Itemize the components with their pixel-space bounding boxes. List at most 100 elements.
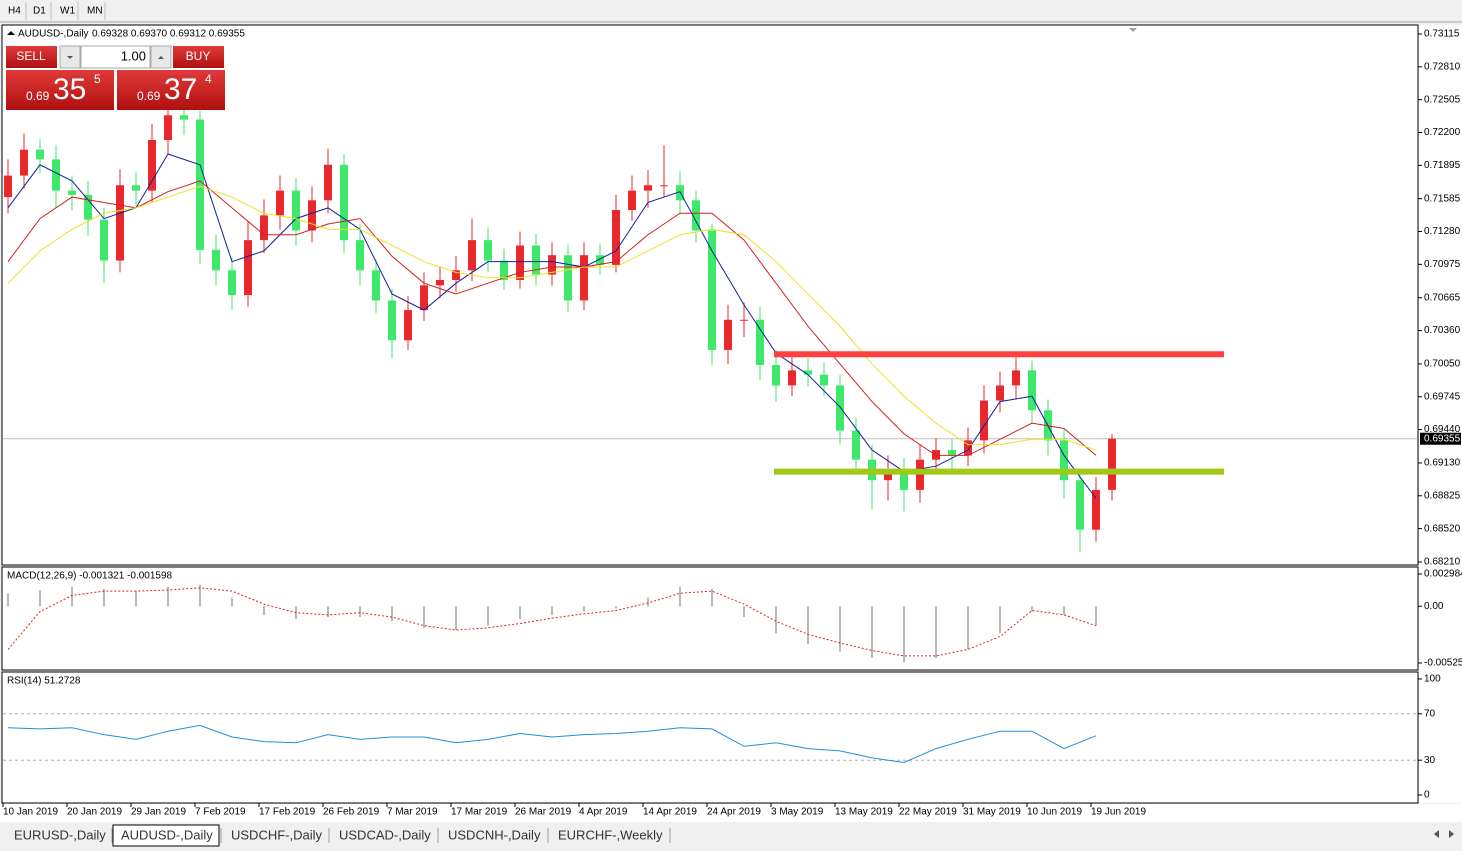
symbol-tab[interactable] [6,825,110,846]
y-tick-label: -0.005256 [1424,658,1462,669]
candle-body [900,470,908,490]
y-tick-label: 0.68210 [1424,557,1461,568]
symbol-title: AUDUSD-,Daily [18,29,89,40]
y-tick-label: 0.00 [1424,601,1444,612]
candle-body [324,164,332,201]
timeframe-button[interactable]: D1 [33,6,46,17]
bid-frac: 5 [94,72,101,86]
candle-body [852,430,860,460]
ask-frac: 4 [205,72,212,86]
y-tick-label: 0.70665 [1424,292,1461,303]
x-tick-label: 10 Jan 2019 [3,807,58,818]
macd-bar [359,606,361,618]
tab-label: EURUSD-,Daily [14,827,106,842]
candle-body [1028,370,1036,411]
y-tick-label: 0.72810 [1424,61,1461,72]
candle-body [452,270,460,280]
candle-body [788,370,796,386]
x-tick-label: 17 Mar 2019 [451,807,508,818]
candle-body [180,115,188,120]
macd-bar [871,606,873,659]
y-tick-label: 70 [1424,708,1436,719]
candle-body [596,255,604,265]
ask-pips: 37 [164,73,197,106]
shift-marker [1129,28,1137,32]
x-tick-label: 19 Jun 2019 [1091,807,1146,818]
x-tick-label: 26 Feb 2019 [323,807,380,818]
y-tick-label: 0.72505 [1424,94,1461,105]
candle-body [740,319,748,321]
y-tick-label: 0.002984 [1424,569,1462,580]
candle-body [276,190,284,216]
bid-pips: 35 [53,73,86,106]
candle-body [708,230,716,350]
macd-bar [167,586,169,607]
x-tick-label: 31 May 2019 [963,807,1021,818]
x-tick-label: 20 Jan 2019 [67,807,122,818]
candle-body [948,450,956,456]
lot-up-arrow [158,56,164,59]
candle-body [68,190,76,195]
bid-box[interactable] [6,70,114,110]
price-label-bg [1420,432,1461,445]
candle-body [20,149,28,176]
macd-bar [39,590,41,607]
candle-body [148,140,156,191]
lot-input[interactable] [80,45,151,69]
sell-label: SELL [16,49,46,63]
candle-body [548,255,556,275]
symbol-tab[interactable] [112,824,220,847]
symbol-tab[interactable] [223,825,327,846]
tab-label: EURCHF-,Weekly [558,827,663,842]
candle-body [372,270,380,301]
buy-label: BUY [186,49,211,63]
sell-button[interactable] [6,46,57,68]
candle-body [1092,489,1100,530]
candle-body [676,185,684,201]
tab-scroll-right[interactable] [1449,830,1454,838]
candle-body [964,440,972,456]
macd-title: MACD(12,26,9) -0.001321 -0.001598 [7,571,173,582]
tab-scroll-left[interactable] [1434,830,1439,838]
x-tick-label: 10 Jun 2019 [1027,807,1082,818]
candle-body [980,400,988,441]
candle-body [116,185,124,261]
candle-body [836,385,844,431]
candle-body [484,240,492,261]
candle-body [580,255,588,301]
macd-bar [487,606,489,626]
time-axis [0,804,1462,822]
macd-bar [551,606,553,615]
macd-bar [775,606,777,634]
symbol-tab[interactable] [550,825,668,846]
candle-body [260,215,268,241]
lot-value: 1.00 [121,48,146,63]
timeframe-button[interactable]: W1 [60,6,75,17]
y-tick-label: 0.68825 [1424,490,1461,501]
candle-body [532,245,540,275]
y-tick-label: 0.68520 [1424,523,1461,534]
ask-box[interactable] [117,70,225,110]
quote: 0.69328 0.69370 0.69312 0.69355 [92,29,245,40]
macd-bar [199,584,201,607]
timeframe-button[interactable]: H4 [8,6,21,17]
candle-body [212,249,220,271]
symbol-tab[interactable] [440,825,546,846]
candle-body [4,175,12,198]
current-price-label: 0.69355 [1424,433,1461,444]
timeframe-button[interactable]: MN [87,6,103,17]
macd-bar [327,606,329,618]
x-tick-label: 24 Apr 2019 [707,807,761,818]
y-tick-label: 0.69130 [1424,458,1461,469]
y-tick-label: 0.71280 [1424,226,1461,237]
buy-button[interactable] [173,46,224,68]
x-tick-label: 22 May 2019 [899,807,957,818]
price-axis [1419,25,1462,803]
x-tick-label: 4 Apr 2019 [579,807,628,818]
candle-body [308,200,316,231]
candle-body [772,364,780,386]
symbol-tab[interactable] [331,825,436,846]
candle-body [1060,440,1068,481]
macd-bar [7,593,9,607]
y-tick-label: 0.69745 [1424,391,1461,402]
